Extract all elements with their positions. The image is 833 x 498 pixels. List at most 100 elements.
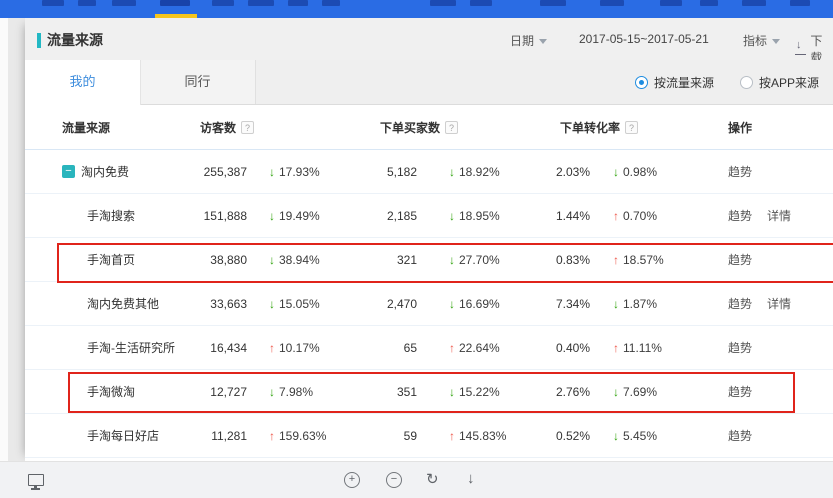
source-name-cell: 手淘首页 <box>25 251 185 268</box>
conversion-trend: ↑ 0.70% <box>613 209 657 223</box>
detail-link[interactable]: 详情 <box>767 209 792 223</box>
active-nav-indicator <box>155 14 197 18</box>
chevron-down-icon <box>772 39 781 44</box>
conversion-cell: 0.52% ↓ 5.45% <box>545 429 725 443</box>
source-name: 淘内免费 <box>81 165 130 179</box>
zoom-out-icon[interactable]: − <box>386 472 402 488</box>
source-name-cell: 手淘微淘 <box>25 383 185 400</box>
visitors-cell: 11,281 ↑ 159.63% <box>185 429 380 443</box>
action-cell: 趋势 <box>725 339 833 356</box>
buyers-trend: ↓ 15.22% <box>449 385 500 399</box>
table-row[interactable]: 手淘首页 38,880 ↓ 38.94% 321 ↓ 27.70% 0.83% … <box>25 238 833 283</box>
col-header-visitors-label: 访客数 <box>200 120 237 135</box>
trend-arrow-icon: ↓ <box>613 296 619 311</box>
visitors-cell: 16,434 ↑ 10.17% <box>185 341 380 355</box>
col-header-buyers-label: 下单买家数 <box>380 120 441 135</box>
buyers-trend: ↓ 18.92% <box>449 165 500 179</box>
trend-link[interactable]: 趋势 <box>728 385 753 399</box>
buyers-trend: ↓ 27.70% <box>449 253 500 267</box>
table-row[interactable]: 手淘每日好店 11,281 ↑ 159.63% 59 ↑ 145.83% 0.5… <box>25 414 833 458</box>
collapse-icon[interactable]: − <box>62 165 75 178</box>
traffic-source-panel: 流量来源 日期 2017-05-15~2017-05-21 指标 下载 我的 同… <box>25 18 833 462</box>
help-icon[interactable]: ? <box>625 120 639 134</box>
help-icon[interactable]: ? <box>445 120 459 134</box>
trend-arrow-icon: ↑ <box>449 340 455 355</box>
rotate-icon[interactable]: ↻ <box>426 471 439 488</box>
conversion-cell: 0.40% ↑ 11.11% <box>545 341 725 355</box>
conversion-trend: ↑ 18.57% <box>613 253 664 267</box>
radio-by-app-source[interactable]: 按APP来源 <box>739 74 819 91</box>
trend-link[interactable]: 趋势 <box>728 429 753 443</box>
visitors-trend: ↓ 19.49% <box>269 209 320 223</box>
conversion-cell: 1.44% ↑ 0.70% <box>545 209 725 223</box>
trend-link[interactable]: 趋势 <box>728 297 753 311</box>
table-row[interactable]: 手淘-生活研究所 16,434 ↑ 10.17% 65 ↑ 22.64% 0.4… <box>25 326 833 370</box>
buyers-trend: ↑ 22.64% <box>449 341 500 355</box>
metric-dropdown-label: 指标 <box>743 34 768 48</box>
buyers-value: 59 <box>403 428 417 443</box>
tab-peer[interactable]: 同行 <box>140 60 256 104</box>
table-body: − 淘内免费 255,387 ↓ 17.93% 5,182 ↓ 18.92% 2… <box>25 150 833 458</box>
conversion-cell: 2.76% ↓ 7.69% <box>545 385 725 399</box>
buyers-value: 5,182 <box>386 164 417 179</box>
action-cell: 趋势 <box>725 427 833 444</box>
source-name-cell: − 淘内免费 <box>25 163 185 180</box>
trend-arrow-icon: ↓ <box>449 252 455 267</box>
source-name-cell: 手淘搜索 <box>25 207 185 224</box>
trend-link[interactable]: 趋势 <box>728 165 753 179</box>
table-header-row: 流量来源 访客数 ? 下单买家数 ? 下单转化率 ? 操作 <box>25 105 833 150</box>
clipped-nav-text <box>700 0 718 6</box>
trend-percent: 145.83% <box>459 428 507 443</box>
buyers-cell: 59 ↑ 145.83% <box>380 429 545 443</box>
col-header-buyers: 下单买家数 ? <box>380 119 545 136</box>
visitors-value: 11,281 <box>211 428 247 443</box>
download-icon <box>795 39 807 55</box>
clipped-nav-text <box>248 0 274 6</box>
conversion-cell: 7.34% ↓ 1.87% <box>545 297 725 311</box>
trend-percent: 18.95% <box>459 208 500 223</box>
zoom-in-icon[interactable]: + <box>344 472 360 488</box>
trend-arrow-icon: ↓ <box>269 252 275 267</box>
help-icon[interactable]: ? <box>241 120 255 134</box>
trend-link[interactable]: 趋势 <box>728 209 753 223</box>
trend-link[interactable]: 趋势 <box>728 341 753 355</box>
buyers-cell: 321 ↓ 27.70% <box>380 253 545 267</box>
metric-dropdown[interactable]: 指标 <box>743 32 781 49</box>
detail-link[interactable]: 详情 <box>767 297 792 311</box>
buyers-value: 351 <box>396 384 417 399</box>
tab-mine[interactable]: 我的 <box>25 60 141 105</box>
radio-unselected-icon <box>739 75 753 89</box>
table-row[interactable]: 手淘微淘 12,727 ↓ 7.98% 351 ↓ 15.22% 2.76% ↓… <box>25 370 833 414</box>
filter-row: 流量来源 日期 2017-05-15~2017-05-21 指标 下载 <box>25 18 833 65</box>
trend-percent: 5.45% <box>623 428 658 443</box>
visitors-value: 16,434 <box>210 340 247 355</box>
buyers-cell: 351 ↓ 15.22% <box>380 385 545 399</box>
trend-arrow-icon: ↓ <box>269 164 275 179</box>
table-row[interactable]: 淘内免费其他 33,663 ↓ 15.05% 2,470 ↓ 16.69% 7.… <box>25 282 833 326</box>
conversion-trend: ↑ 11.11% <box>613 341 662 355</box>
date-dropdown[interactable]: 日期 <box>510 32 548 49</box>
page-title-wrap: 流量来源 <box>37 30 103 50</box>
trend-arrow-icon: ↑ <box>449 428 455 443</box>
action-cell: 趋势 <box>725 163 833 180</box>
radio-by-traffic-source[interactable]: 按流量来源 <box>634 74 714 91</box>
date-range-value[interactable]: 2017-05-15~2017-05-21 <box>579 32 709 46</box>
trend-percent: 0.70% <box>623 208 658 223</box>
source-name-cell: 手淘每日好店 <box>25 427 185 444</box>
visitors-trend: ↓ 15.05% <box>269 297 320 311</box>
download-arrow-icon[interactable]: ↓ <box>467 470 475 487</box>
conversion-trend: ↓ 0.98% <box>613 165 657 179</box>
buyers-value: 321 <box>396 252 417 267</box>
action-cell: 趋势 详情 <box>725 295 833 312</box>
table-row[interactable]: − 淘内免费 255,387 ↓ 17.93% 5,182 ↓ 18.92% 2… <box>25 150 833 194</box>
page-title: 流量来源 <box>47 32 103 48</box>
trend-link[interactable]: 趋势 <box>728 253 753 267</box>
col-header-conversion-label: 下单转化率 <box>560 120 621 135</box>
table-row[interactable]: 手淘搜索 151,888 ↓ 19.49% 2,185 ↓ 18.95% 1.4… <box>25 194 833 238</box>
visitors-trend: ↑ 159.63% <box>269 429 326 443</box>
tab-bar: 我的 同行 按流量来源 按APP来源 <box>25 60 833 105</box>
chevron-down-icon <box>539 39 548 44</box>
buyers-value: 65 <box>403 340 417 355</box>
display-icon[interactable] <box>28 474 44 490</box>
visitors-trend: ↑ 10.17% <box>269 341 320 355</box>
